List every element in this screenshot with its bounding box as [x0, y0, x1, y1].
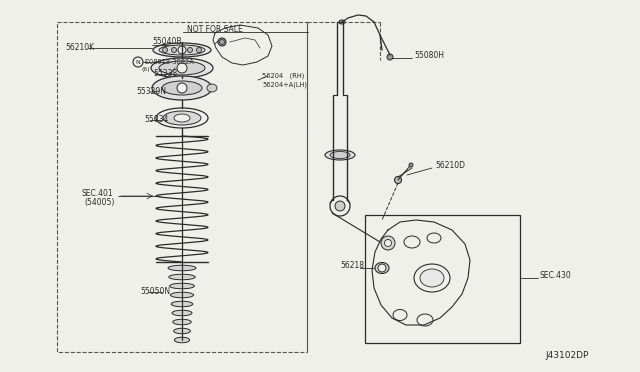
Ellipse shape: [156, 108, 208, 128]
Circle shape: [387, 54, 393, 60]
Circle shape: [178, 46, 186, 54]
Ellipse shape: [393, 310, 407, 321]
Ellipse shape: [153, 43, 211, 57]
Circle shape: [409, 163, 413, 167]
Ellipse shape: [420, 269, 444, 287]
Circle shape: [385, 240, 392, 247]
Ellipse shape: [173, 328, 191, 334]
Circle shape: [220, 39, 225, 45]
Text: N: N: [136, 60, 140, 64]
Text: 55080H: 55080H: [414, 51, 444, 61]
Text: 55320N: 55320N: [136, 87, 166, 96]
Ellipse shape: [162, 81, 202, 95]
Ellipse shape: [173, 319, 191, 325]
Ellipse shape: [152, 76, 212, 100]
Bar: [57, 22, 307, 352]
Ellipse shape: [404, 236, 420, 248]
Ellipse shape: [174, 337, 189, 343]
Text: 55040B: 55040B: [152, 38, 182, 46]
Ellipse shape: [170, 283, 195, 289]
Text: Ð08918-3082A: Ð08918-3082A: [144, 59, 194, 65]
Circle shape: [330, 196, 350, 216]
Text: 55050N: 55050N: [140, 288, 170, 296]
Circle shape: [394, 176, 401, 183]
Ellipse shape: [174, 114, 190, 122]
Text: 55338: 55338: [153, 70, 177, 78]
Text: 56210D: 56210D: [435, 160, 465, 170]
Text: (6): (6): [141, 67, 150, 73]
Ellipse shape: [170, 292, 193, 298]
Text: 56210K: 56210K: [65, 44, 94, 52]
Ellipse shape: [414, 264, 450, 292]
Ellipse shape: [163, 111, 201, 125]
Circle shape: [335, 201, 345, 211]
Circle shape: [177, 83, 187, 93]
Bar: [365, 215, 520, 343]
Text: J43102DP: J43102DP: [545, 350, 588, 359]
Circle shape: [218, 38, 226, 46]
Ellipse shape: [375, 263, 389, 273]
Circle shape: [177, 63, 187, 73]
Text: (54005): (54005): [84, 198, 115, 206]
Ellipse shape: [168, 265, 196, 271]
Ellipse shape: [325, 150, 355, 160]
Circle shape: [378, 264, 386, 272]
Ellipse shape: [159, 45, 205, 55]
Text: 56204+A(LH): 56204+A(LH): [262, 82, 307, 88]
Ellipse shape: [417, 314, 433, 326]
Circle shape: [163, 48, 168, 52]
Ellipse shape: [172, 301, 193, 307]
Text: NOT FOR SALE: NOT FOR SALE: [187, 26, 243, 35]
Ellipse shape: [151, 58, 213, 78]
Text: 56218: 56218: [340, 260, 364, 269]
Text: SEC.401: SEC.401: [82, 189, 114, 198]
Ellipse shape: [172, 310, 192, 316]
Ellipse shape: [207, 84, 217, 92]
Text: 55034: 55034: [144, 115, 168, 125]
Ellipse shape: [330, 151, 350, 158]
Text: SEC.430: SEC.430: [540, 272, 572, 280]
Text: 56204   (RH): 56204 (RH): [262, 73, 305, 79]
Circle shape: [196, 48, 202, 52]
Circle shape: [172, 48, 177, 52]
Ellipse shape: [427, 233, 441, 243]
Ellipse shape: [159, 61, 205, 75]
Ellipse shape: [169, 274, 195, 280]
Circle shape: [133, 57, 143, 67]
Circle shape: [188, 48, 193, 52]
Ellipse shape: [339, 20, 345, 24]
Circle shape: [381, 236, 395, 250]
